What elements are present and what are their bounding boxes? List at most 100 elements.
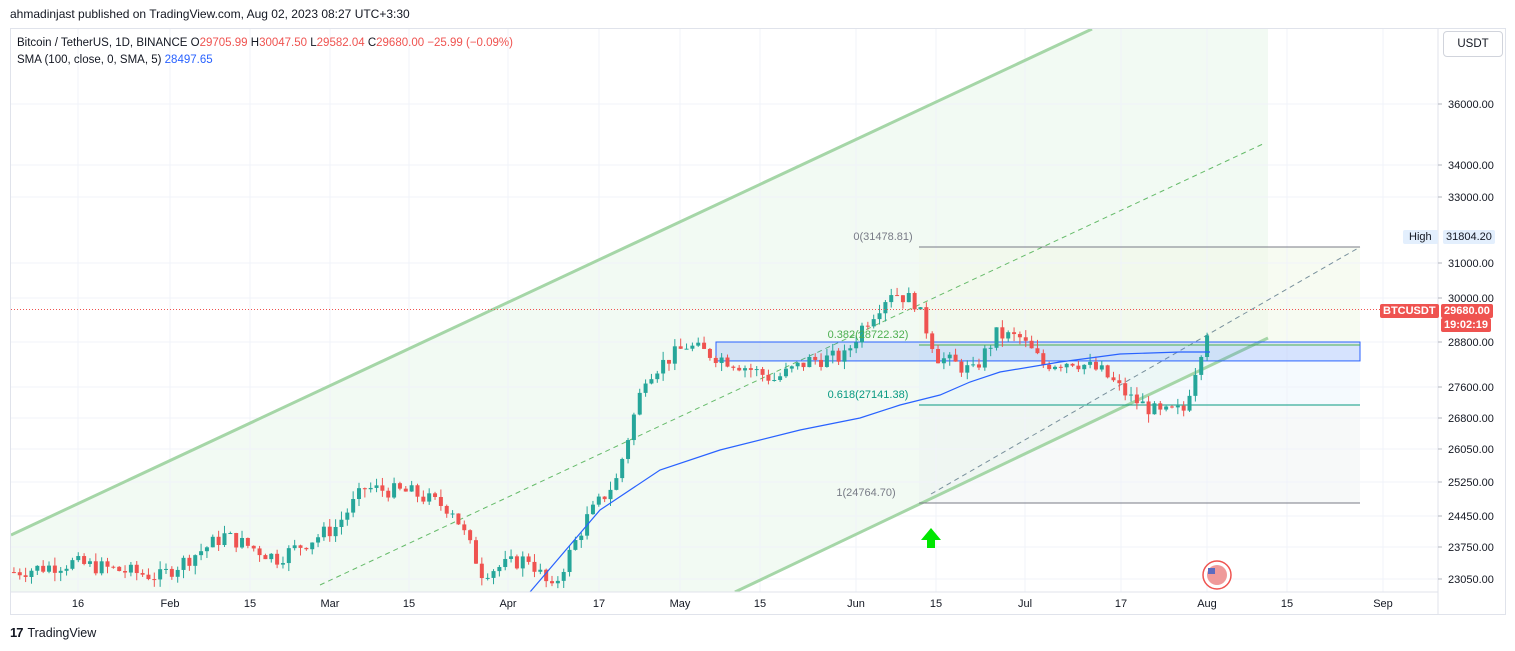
candle-body xyxy=(859,325,864,343)
candle-body xyxy=(649,379,654,384)
high-value: 30047.50 xyxy=(259,37,308,49)
candle-body xyxy=(327,526,332,537)
price-tick-label: 25250.00 xyxy=(1448,477,1494,489)
candle-body xyxy=(1117,380,1122,384)
time-tick-label: 15 xyxy=(930,598,942,610)
price-tick-label: 23750.00 xyxy=(1448,542,1494,554)
candle-body xyxy=(29,570,34,578)
candle-body xyxy=(357,488,362,500)
candle-body xyxy=(1164,406,1169,410)
candle-body xyxy=(292,545,297,549)
low-value: 29582.04 xyxy=(316,37,365,49)
candle-body xyxy=(374,485,379,488)
candle-body xyxy=(1041,353,1046,365)
candle-body xyxy=(538,569,543,572)
candle-body xyxy=(819,359,824,367)
candle-body xyxy=(70,560,75,569)
candle-body xyxy=(754,369,759,371)
candle-body xyxy=(444,505,449,514)
candle-body xyxy=(982,348,987,368)
symbol-name[interactable]: Bitcoin / TetherUS, 1D, BINANCE xyxy=(17,37,188,49)
candle-body xyxy=(1012,332,1017,335)
time-tick-label: Sep xyxy=(1373,598,1393,610)
candle-body xyxy=(988,347,993,349)
brand-name[interactable]: TradingView xyxy=(27,625,97,640)
candle-body xyxy=(1058,366,1063,368)
candle-body xyxy=(953,354,958,362)
candle-body xyxy=(17,572,22,576)
candle-body xyxy=(403,488,408,492)
candle-body xyxy=(82,556,87,564)
candle-body xyxy=(830,350,835,356)
candle-body xyxy=(666,359,671,364)
candle-body xyxy=(614,478,619,490)
candle-body xyxy=(204,547,209,552)
time-tick-label: Feb xyxy=(161,598,180,610)
candle-body xyxy=(550,581,555,584)
chart-pane[interactable] xyxy=(10,28,1506,615)
candle-body xyxy=(310,542,315,550)
published-info: ahmadinjast published on TradingView.com… xyxy=(10,7,410,21)
time-tick-label: 15 xyxy=(1281,598,1293,610)
candle-body xyxy=(795,362,800,367)
candle-body xyxy=(877,313,882,320)
candle-body xyxy=(1076,365,1081,370)
chart-legend: Bitcoin / TetherUS, 1D, BINANCE O29705.9… xyxy=(17,35,513,69)
candle-body xyxy=(1111,377,1116,381)
symbol-tag: BTCUSDT xyxy=(1380,304,1439,318)
candle-body xyxy=(1146,401,1151,415)
candle-body xyxy=(64,568,69,571)
high-label: H xyxy=(250,37,260,49)
candle-body xyxy=(386,490,391,498)
candle-body xyxy=(257,548,262,556)
trend-dashed-line xyxy=(930,246,1361,495)
time-tick-label: Apr xyxy=(499,598,516,610)
candle-body xyxy=(87,561,92,564)
candle-body xyxy=(906,293,911,303)
candle-body xyxy=(1070,363,1075,366)
candle-body xyxy=(99,561,104,574)
candle-body xyxy=(1158,403,1163,410)
candle-body xyxy=(140,573,145,575)
candle-body xyxy=(743,368,748,371)
candle-body xyxy=(193,555,198,566)
candle-body xyxy=(684,348,689,350)
currency-button[interactable]: USDT xyxy=(1443,31,1503,57)
candle-body xyxy=(345,512,350,520)
candle-body xyxy=(316,537,321,543)
candle-body xyxy=(643,383,648,393)
sma-label[interactable]: SMA (100, close, 0, SMA, 5) xyxy=(17,54,162,66)
candle-body xyxy=(865,325,870,327)
candle-body xyxy=(421,496,426,502)
candle-body xyxy=(1006,332,1011,339)
candle-body xyxy=(468,530,473,541)
price-tick-label: 23050.00 xyxy=(1448,574,1494,586)
candle-body xyxy=(900,295,905,303)
candle-body xyxy=(351,499,356,513)
candle-body xyxy=(602,496,607,500)
candle-body xyxy=(245,537,250,546)
candle-body xyxy=(1175,405,1180,408)
close-label: C xyxy=(367,37,377,49)
candle-body xyxy=(1140,401,1145,404)
candle-body xyxy=(128,564,133,573)
candle-body xyxy=(532,561,537,572)
candle-body xyxy=(409,485,414,492)
candle-body xyxy=(380,485,385,491)
candle-body xyxy=(608,489,613,500)
tradingview-logo-icon[interactable]: 17 xyxy=(10,625,24,640)
candle-body xyxy=(1129,394,1134,396)
candle-body xyxy=(573,540,578,550)
candle-body xyxy=(637,392,642,415)
candle-body xyxy=(1064,363,1069,368)
time-tick-label: 15 xyxy=(403,598,415,610)
candle-body xyxy=(503,558,508,568)
candle-body xyxy=(959,361,964,373)
candle-body xyxy=(690,345,695,349)
candle-body xyxy=(1105,365,1110,378)
candle-body xyxy=(234,533,239,548)
candle-body xyxy=(1053,366,1058,370)
candle-body xyxy=(526,556,531,562)
candle-body xyxy=(561,571,566,581)
